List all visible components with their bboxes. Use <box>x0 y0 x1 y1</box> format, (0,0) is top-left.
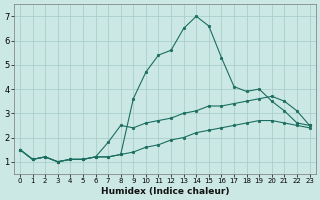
X-axis label: Humidex (Indice chaleur): Humidex (Indice chaleur) <box>100 187 229 196</box>
